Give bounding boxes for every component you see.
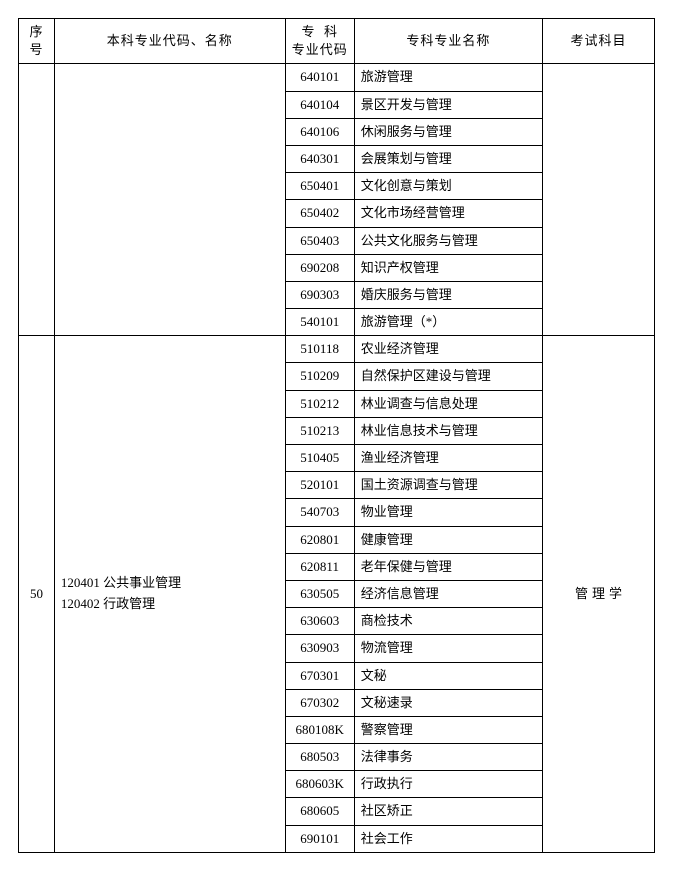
code-cell: 620811 bbox=[285, 553, 354, 580]
name-cell: 知识产权管理 bbox=[354, 254, 542, 281]
name-cell: 文秘 bbox=[354, 662, 542, 689]
name-cell: 社区矫正 bbox=[354, 798, 542, 825]
idx-cell: 50 bbox=[19, 336, 55, 853]
name-cell: 婚庆服务与管理 bbox=[354, 281, 542, 308]
name-cell: 文化市场经营管理 bbox=[354, 200, 542, 227]
code-cell: 630603 bbox=[285, 608, 354, 635]
code-cell: 520101 bbox=[285, 472, 354, 499]
code-cell: 640106 bbox=[285, 118, 354, 145]
code-cell: 650402 bbox=[285, 200, 354, 227]
table-row: 50120401 公共事业管理 120402 行政管理510118农业经济管理管… bbox=[19, 336, 655, 363]
exam-cell: 管理学 bbox=[542, 336, 654, 853]
name-cell: 公共文化服务与管理 bbox=[354, 227, 542, 254]
code-cell: 510405 bbox=[285, 445, 354, 472]
name-cell: 行政执行 bbox=[354, 771, 542, 798]
code-cell: 510118 bbox=[285, 336, 354, 363]
name-cell: 休闲服务与管理 bbox=[354, 118, 542, 145]
code-cell: 650403 bbox=[285, 227, 354, 254]
code-cell: 540703 bbox=[285, 499, 354, 526]
header-code: 专 科 专业代码 bbox=[285, 19, 354, 64]
code-cell: 670302 bbox=[285, 689, 354, 716]
major-cell bbox=[54, 64, 285, 336]
name-cell: 文秘速录 bbox=[354, 689, 542, 716]
header-major: 本科专业代码、名称 bbox=[54, 19, 285, 64]
code-cell: 620801 bbox=[285, 526, 354, 553]
header-row: 序号 本科专业代码、名称 专 科 专业代码 专科专业名称 考试科目 bbox=[19, 19, 655, 64]
code-cell: 690208 bbox=[285, 254, 354, 281]
idx-cell bbox=[19, 64, 55, 336]
name-cell: 国土资源调查与管理 bbox=[354, 472, 542, 499]
code-cell: 670301 bbox=[285, 662, 354, 689]
name-cell: 老年保健与管理 bbox=[354, 553, 542, 580]
code-cell: 510213 bbox=[285, 417, 354, 444]
name-cell: 旅游管理（*） bbox=[354, 309, 542, 336]
header-name: 专科专业名称 bbox=[354, 19, 542, 64]
code-cell: 680603K bbox=[285, 771, 354, 798]
name-cell: 林业调查与信息处理 bbox=[354, 390, 542, 417]
name-cell: 自然保护区建设与管理 bbox=[354, 363, 542, 390]
name-cell: 物业管理 bbox=[354, 499, 542, 526]
code-cell: 680503 bbox=[285, 744, 354, 771]
code-cell: 540101 bbox=[285, 309, 354, 336]
code-cell: 680605 bbox=[285, 798, 354, 825]
code-cell: 640101 bbox=[285, 64, 354, 91]
name-cell: 健康管理 bbox=[354, 526, 542, 553]
code-cell: 630505 bbox=[285, 580, 354, 607]
majors-table: 序号 本科专业代码、名称 专 科 专业代码 专科专业名称 考试科目 640101… bbox=[18, 18, 655, 853]
name-cell: 景区开发与管理 bbox=[354, 91, 542, 118]
major-cell: 120401 公共事业管理 120402 行政管理 bbox=[54, 336, 285, 853]
code-cell: 690303 bbox=[285, 281, 354, 308]
code-cell: 650401 bbox=[285, 173, 354, 200]
code-cell: 510212 bbox=[285, 390, 354, 417]
name-cell: 农业经济管理 bbox=[354, 336, 542, 363]
name-cell: 社会工作 bbox=[354, 825, 542, 852]
code-cell: 630903 bbox=[285, 635, 354, 662]
name-cell: 林业信息技术与管理 bbox=[354, 417, 542, 444]
name-cell: 文化创意与策划 bbox=[354, 173, 542, 200]
name-cell: 商检技术 bbox=[354, 608, 542, 635]
code-cell: 690101 bbox=[285, 825, 354, 852]
exam-cell bbox=[542, 64, 654, 336]
code-cell: 680108K bbox=[285, 716, 354, 743]
name-cell: 经济信息管理 bbox=[354, 580, 542, 607]
header-exam: 考试科目 bbox=[542, 19, 654, 64]
name-cell: 渔业经济管理 bbox=[354, 445, 542, 472]
name-cell: 旅游管理 bbox=[354, 64, 542, 91]
name-cell: 会展策划与管理 bbox=[354, 145, 542, 172]
code-cell: 640301 bbox=[285, 145, 354, 172]
name-cell: 物流管理 bbox=[354, 635, 542, 662]
header-idx: 序号 bbox=[19, 19, 55, 64]
table-row: 640101旅游管理 bbox=[19, 64, 655, 91]
code-cell: 510209 bbox=[285, 363, 354, 390]
name-cell: 法律事务 bbox=[354, 744, 542, 771]
code-cell: 640104 bbox=[285, 91, 354, 118]
name-cell: 警察管理 bbox=[354, 716, 542, 743]
